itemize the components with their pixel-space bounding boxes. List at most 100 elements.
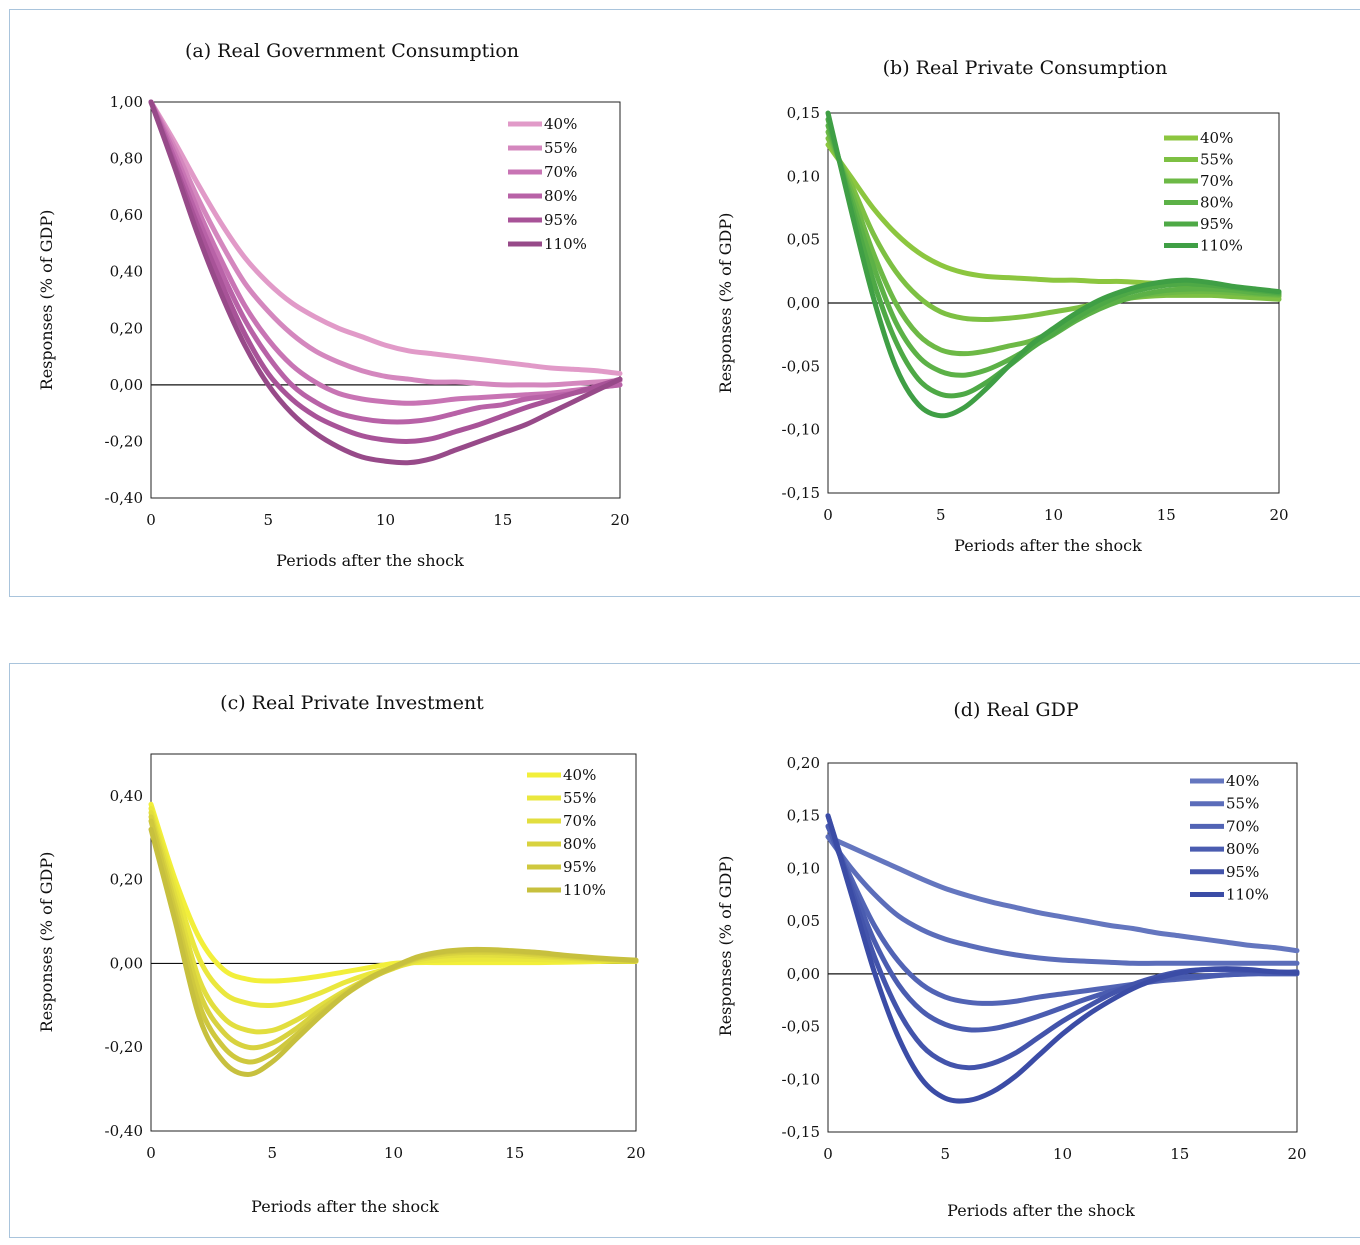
legend-label: 55%	[544, 139, 577, 157]
series-line-110%	[148, 826, 639, 1077]
y-tick-label: 0,00	[110, 376, 143, 394]
legend-label: 40%	[1226, 772, 1259, 790]
plot-area	[150, 753, 637, 1132]
legend-label: 95%	[544, 211, 577, 229]
x-tick-label: 20	[626, 1144, 645, 1162]
y-tick-label: 0,40	[110, 787, 143, 805]
y-tick-label: 0,10	[787, 859, 820, 877]
chart-title: (b) Real Private Consumption	[883, 57, 1168, 79]
legend-label: 80%	[563, 835, 596, 853]
y-tick-label: 0,20	[787, 754, 820, 772]
series-line-55%	[148, 99, 623, 388]
y-axis-label: Responses (% of GDP)	[37, 210, 56, 391]
y-tick-label: 0,10	[787, 167, 820, 185]
y-tick-label: 0,00	[787, 294, 820, 312]
legend-label: 40%	[1200, 129, 1233, 147]
legend-label: 80%	[1226, 840, 1259, 858]
x-tick-label: 10	[1044, 506, 1063, 524]
y-tick-label: -0,10	[782, 421, 820, 439]
series-line-55%	[825, 135, 1282, 322]
x-tick-label: 15	[1157, 506, 1176, 524]
y-tick-label: 0,40	[110, 263, 143, 281]
chart-c-real-private-investment: (c) Real Private Investment -0,40 -0,20 0,0…	[37, 692, 646, 1216]
legend-label: 70%	[1200, 172, 1233, 190]
series-line-70%	[148, 99, 623, 406]
x-tick-label: 5	[940, 1145, 950, 1163]
x-tick-label: 5	[936, 506, 946, 524]
series-line-110%	[825, 110, 1282, 419]
y-tick-label: 0,20	[110, 871, 143, 889]
legend-label: 95%	[563, 858, 596, 876]
y-tick-label: -0,15	[782, 484, 820, 502]
x-tick-label: 15	[1170, 1145, 1189, 1163]
x-tick-label: 20	[1269, 506, 1288, 524]
y-tick-label: 1,00	[110, 93, 143, 111]
x-tick-label: 5	[263, 511, 273, 529]
legend-label: 80%	[544, 187, 577, 205]
legend-label: 55%	[1226, 795, 1259, 813]
legend-label: 110%	[1226, 886, 1269, 904]
series-line-110%	[825, 813, 1300, 1104]
chart-title: (a) Real Government Consumption	[185, 40, 519, 62]
y-tick-label: 0,05	[787, 231, 820, 249]
y-tick-label: -0,20	[105, 432, 143, 450]
legend-label: 55%	[1200, 151, 1233, 169]
series-line-95%	[148, 99, 623, 444]
legend-label: 70%	[563, 812, 596, 830]
x-tick-label: 10	[376, 511, 395, 529]
top-figure-frame	[9, 9, 1360, 597]
x-tick-label: 0	[823, 506, 833, 524]
x-tick-label: 10	[1053, 1145, 1072, 1163]
x-tick-label: 20	[1287, 1145, 1306, 1163]
x-tick-label: 20	[610, 511, 629, 529]
x-axis-label: Periods after the shock	[954, 536, 1142, 555]
y-tick-label: 0,15	[787, 807, 820, 825]
legend-label: 110%	[563, 881, 606, 899]
plot-area	[827, 762, 1298, 1133]
y-tick-label: -0,05	[782, 1018, 820, 1036]
chart-b-real-private-consumption: (b) Real Private Consumption -0,15 -0,10 -0…	[716, 57, 1289, 555]
y-tick-label: 0,05	[787, 912, 820, 930]
y-tick-label: -0,40	[105, 489, 143, 507]
y-tick-label: -0,05	[782, 357, 820, 375]
x-tick-label: 5	[267, 1144, 277, 1162]
legend-label: 70%	[544, 163, 577, 181]
legend-label: 55%	[563, 789, 596, 807]
y-axis-label: Responses (% of GDP)	[716, 213, 735, 394]
legend-label: 95%	[1200, 215, 1233, 233]
series-line-40%	[825, 834, 1300, 954]
x-tick-label: 0	[823, 1145, 833, 1163]
y-tick-label: 0,15	[787, 104, 820, 122]
series-line-110%	[148, 99, 623, 466]
legend-label: 80%	[1200, 194, 1233, 212]
y-tick-label: -0,15	[782, 1123, 820, 1141]
series-line-80%	[148, 99, 623, 425]
legend-label: 70%	[1226, 817, 1259, 835]
y-tick-label: 0,00	[787, 965, 820, 983]
legend-label: 40%	[563, 766, 596, 784]
x-tick-label: 15	[493, 511, 512, 529]
legend-label: 110%	[1200, 237, 1243, 255]
y-tick-label: 0,00	[110, 954, 143, 972]
legend-label: 95%	[1226, 863, 1259, 881]
y-axis-label: Responses (% of GDP)	[37, 852, 56, 1033]
y-tick-label: 0,60	[110, 206, 143, 224]
series-line-55%	[825, 834, 1300, 966]
series-line-95%	[825, 116, 1282, 399]
x-axis-label: Periods after the shock	[276, 551, 464, 570]
legend-label: 40%	[544, 115, 577, 133]
y-tick-label: -0,20	[105, 1038, 143, 1056]
chart-title: (d) Real GDP	[953, 699, 1078, 721]
series-line-40%	[148, 99, 623, 377]
x-axis-label: Periods after the shock	[251, 1197, 439, 1216]
bottom-figure-frame	[9, 663, 1360, 1238]
plot-area	[150, 101, 621, 499]
x-tick-label: 0	[146, 1144, 156, 1162]
y-tick-label: -0,10	[782, 1070, 820, 1088]
x-axis-label: Periods after the shock	[947, 1201, 1135, 1220]
chart-a-real-government-consumption: (a) Real Government Consumption -0,40 -0,2…	[37, 40, 630, 570]
x-tick-label: 0	[146, 511, 156, 529]
x-tick-label: 10	[384, 1144, 403, 1162]
y-tick-label: 0,20	[110, 319, 143, 337]
